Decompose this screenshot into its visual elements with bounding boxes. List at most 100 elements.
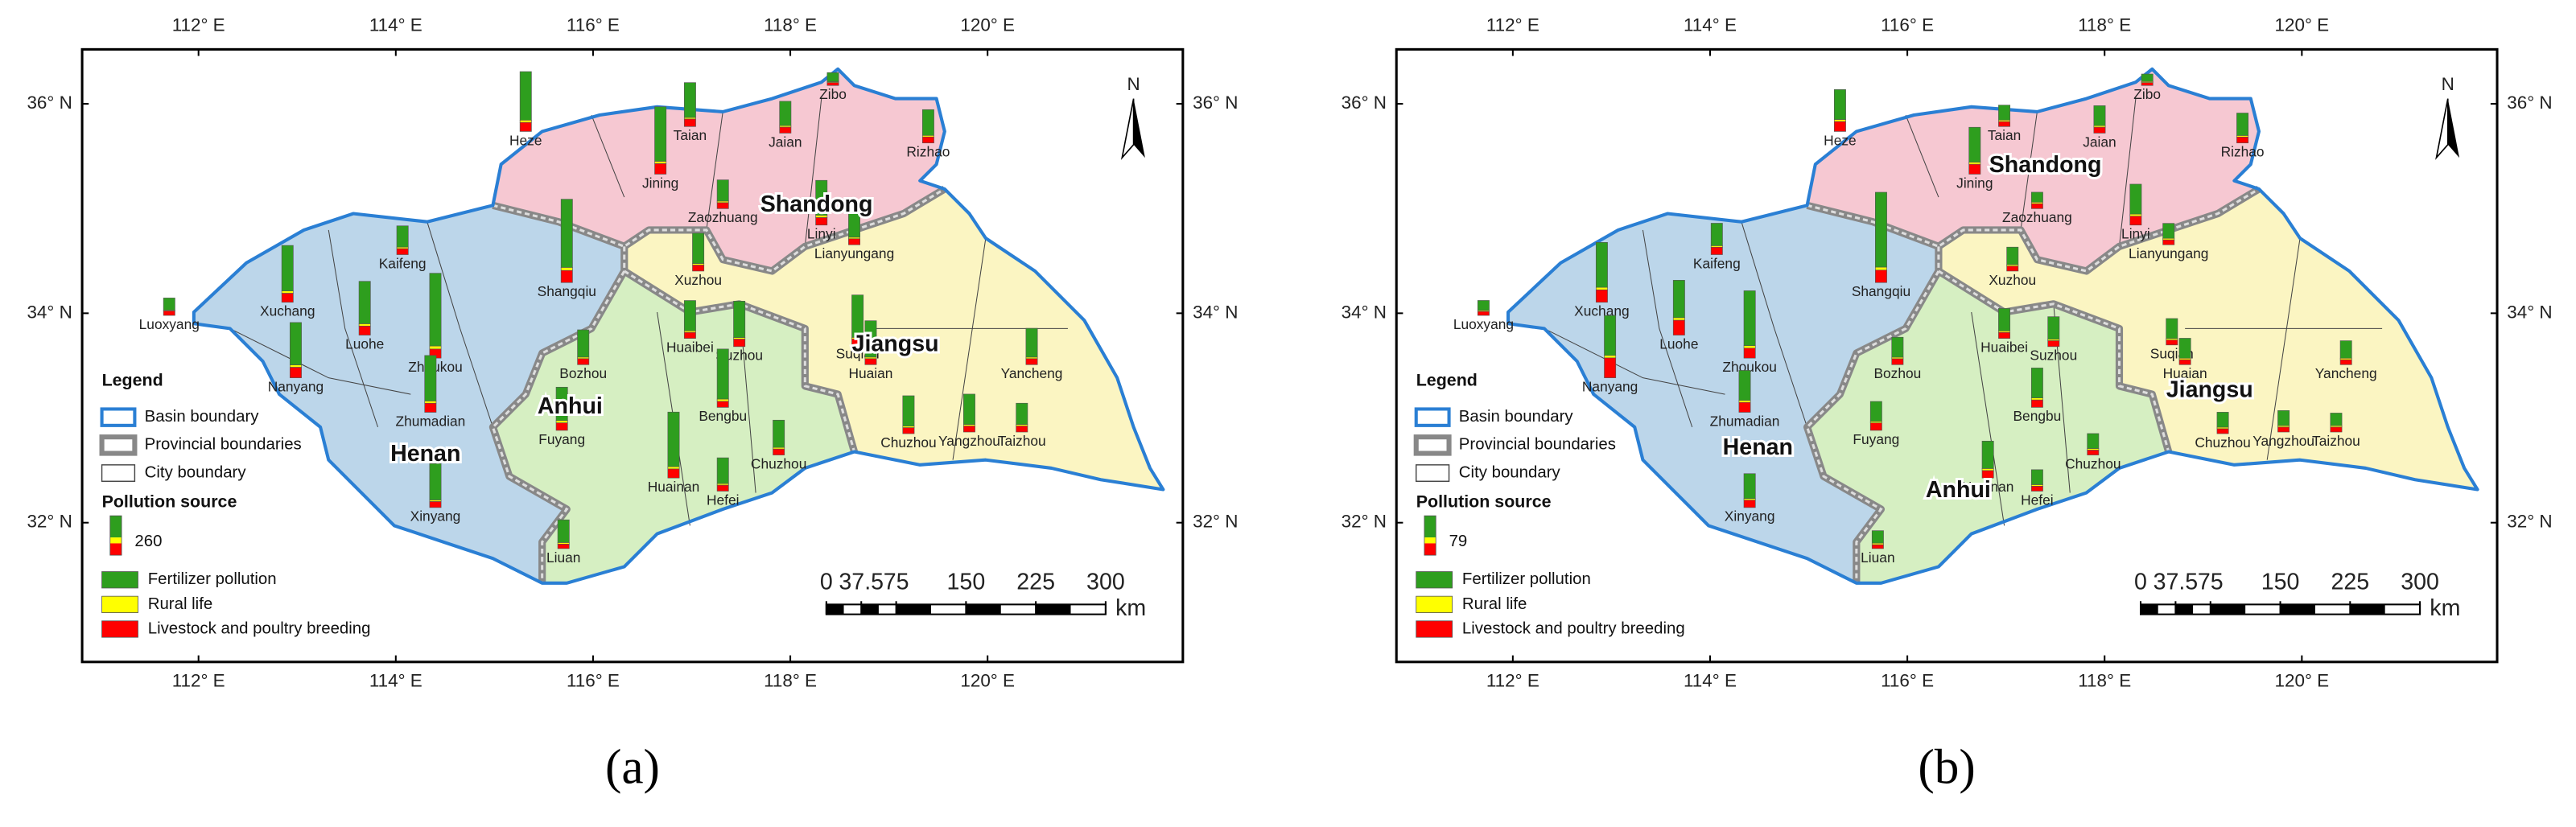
- scale-segment: [2141, 604, 2158, 615]
- city-label: Hefei: [2021, 492, 2053, 508]
- pollution-bar: [716, 401, 729, 408]
- pollution-bar: [779, 101, 792, 126]
- city-label: Rizhao: [906, 144, 950, 160]
- city-label: Kaifeng: [1693, 255, 1741, 271]
- scale-label: 300: [1086, 569, 1125, 595]
- city-label: Zhoukou: [1722, 359, 1777, 375]
- legend-source: Livestock and poultry breeding: [1462, 619, 1685, 637]
- lon-label: 112° E: [172, 15, 225, 35]
- legend-sample-part: [1424, 543, 1436, 556]
- pollution-bar: [692, 265, 705, 272]
- city-label: Kaifeng: [379, 255, 427, 271]
- pollution-bar: [921, 109, 934, 136]
- north-label: N: [1127, 74, 1140, 94]
- city-label: Suzhou: [2030, 348, 2077, 364]
- city-label: Luoxyang: [1453, 316, 1514, 332]
- legend-swatch: [99, 434, 138, 456]
- city-label: Bozhou: [559, 365, 607, 381]
- city-label: Zhumadian: [1710, 413, 1780, 429]
- pollution-bar: [716, 398, 729, 402]
- pollution-bar: [1871, 530, 1884, 544]
- legend-source-swatch: [101, 620, 138, 638]
- city-label: Hefei: [707, 492, 740, 508]
- scale-label: 225: [1016, 569, 1055, 595]
- pollution-bar: [716, 179, 729, 202]
- pollution-bar: [1595, 286, 1608, 290]
- pollution-bar: [902, 395, 915, 426]
- city-label: Chuzhou: [2065, 455, 2121, 471]
- legend-source-swatch: [101, 571, 138, 589]
- pollution-bar: [654, 163, 667, 175]
- pollution-bar: [1743, 345, 1756, 349]
- pollution-bar: [2236, 136, 2249, 144]
- pollution-bar: [1869, 401, 1882, 422]
- city-label: Zaozhuang: [2002, 209, 2072, 225]
- scale-unit: km: [2430, 595, 2460, 621]
- city-label: Shangqiu: [1852, 283, 1910, 299]
- pollution-bar: [716, 484, 729, 492]
- pollution-bar: [826, 82, 839, 86]
- pollution-bar: [1981, 440, 1994, 469]
- pollution-bar: [2216, 412, 2229, 428]
- pollution-bar: [848, 238, 861, 245]
- legend-title: Legend: [1416, 370, 1478, 389]
- pollution-bar: [2141, 82, 2154, 86]
- pollution-bar: [667, 466, 680, 470]
- legend-item: City boundary: [145, 463, 247, 481]
- pollution-bar: [2277, 426, 2290, 433]
- pollution-bar: [2339, 340, 2352, 359]
- lon-label: 116° E: [567, 670, 620, 690]
- city-label: Xuzhou: [674, 272, 722, 288]
- city-label: Xinyang: [410, 508, 461, 525]
- scale-segment: [2175, 604, 2194, 615]
- pollution-bar: [519, 121, 532, 132]
- pollution-bar: [1743, 290, 1756, 346]
- city-label: Jaian: [2083, 134, 2116, 150]
- pollution-bar: [2330, 426, 2343, 433]
- pollution-bar: [1710, 223, 1723, 246]
- pollution-bar: [1016, 402, 1028, 425]
- pollution-bar: [692, 232, 705, 264]
- pollution-bar: [851, 294, 864, 338]
- panel-caption: (a): [605, 740, 660, 795]
- pollution-bar: [2093, 105, 2106, 126]
- pollution-bar: [281, 293, 294, 303]
- pollution-bar: [716, 202, 729, 209]
- scale-label: 150: [2261, 569, 2300, 595]
- city-label: Nanyang: [1582, 378, 1638, 394]
- city-label: Yangzhou: [2252, 433, 2314, 449]
- pollution-bar: [2030, 368, 2043, 398]
- pollution-bar: [2047, 340, 2060, 348]
- pollution-bar: [1968, 162, 1981, 165]
- scale-segment: [1036, 604, 1071, 615]
- pollution-bar: [1738, 401, 1751, 413]
- pollution-bar: [290, 364, 302, 368]
- city-label: Yancheng: [2315, 365, 2377, 381]
- lon-label: 114° E: [369, 670, 422, 690]
- province-label: Anhui: [538, 393, 603, 419]
- city-label: Jining: [642, 175, 678, 191]
- lon-label: 112° E: [172, 670, 225, 690]
- pollution-bar: [1833, 119, 1846, 122]
- scale-segment: [826, 604, 844, 615]
- pollution-bar: [1604, 357, 1617, 378]
- pollution-bar: [2216, 428, 2229, 434]
- pollution-bar: [2030, 203, 2043, 209]
- legend-item: Basin boundary: [145, 408, 260, 426]
- lon-label: 112° E: [1486, 15, 1539, 35]
- pollution-bar: [848, 209, 861, 238]
- legend-sample-part: [109, 543, 122, 556]
- pollution-bar: [2162, 223, 2175, 239]
- pollution-bar: [683, 82, 696, 118]
- pollution-bar: [667, 468, 680, 479]
- province-label: Henan: [1723, 434, 1793, 460]
- city-label: Nanyang: [268, 378, 324, 394]
- legend-reference: 79: [1449, 533, 1468, 550]
- city-label: Chuzhou: [2195, 434, 2250, 451]
- pollution-bar: [396, 248, 409, 255]
- pollution-bar: [654, 161, 667, 164]
- lon-label: 114° E: [369, 15, 422, 35]
- city-label: Jaian: [769, 134, 802, 150]
- pollution-bar: [1738, 370, 1751, 401]
